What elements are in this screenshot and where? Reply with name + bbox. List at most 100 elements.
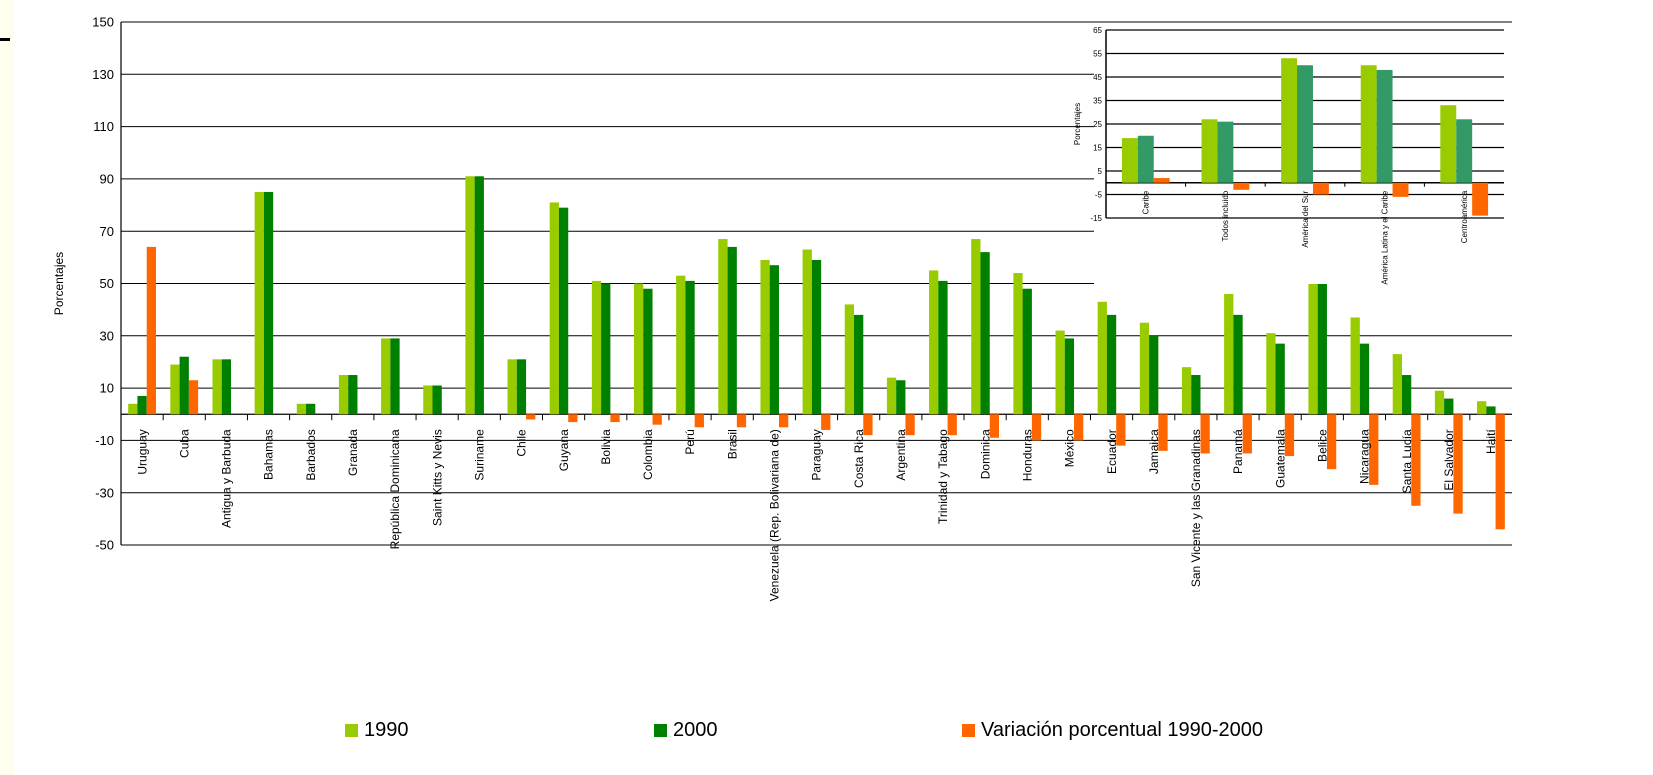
main-bar-1990-colombia: [633, 283, 644, 415]
main-category-label-paraguay: Paraguay: [810, 429, 824, 480]
main-bar-2000-san-vicente-y-las-granadinas: [1191, 375, 1201, 415]
main-bar-variacion-porcentual-1990-2000-argentina: [905, 414, 915, 436]
inset-category-label-america-del-sur: América del Sur: [1301, 190, 1310, 247]
main-bar-2000-guyana: [558, 207, 569, 415]
main-bar-2000-guatemala: [1275, 343, 1285, 415]
legend-item-1990: 1990: [345, 719, 409, 742]
inset-bar-2000-america-del-sur: [1297, 65, 1313, 183]
main-bar-2000-paraguay: [811, 259, 822, 415]
main-bar-2000-nicaragua: [1359, 343, 1370, 415]
main-bar-variacion-porcentual-1990-2000-uruguay: [146, 246, 156, 415]
main-bar-variacion-porcentual-1990-2000-colombia: [652, 414, 662, 425]
main-bar-variacion-porcentual-1990-2000-haiti: [1495, 414, 1505, 530]
legend-swatch-variacion: [962, 724, 975, 737]
main-category-label-santa-lucia: Santa Lucía: [1400, 429, 1414, 493]
inset-category-label-america-latina-y-el-caribe: América Latina y el Caribe: [1380, 190, 1389, 284]
main-bar-1990-el-salvador: [1434, 390, 1445, 415]
main-category-label-venezuela-rep-bolivariana-de: Venezuela (Rep. Bolivariana de): [768, 429, 782, 601]
inset-category-label-todos-incluido: Todos incluido: [1221, 190, 1230, 241]
inset-y-axis-label: Porcentajes: [1073, 103, 1082, 145]
main-category-label-antigua-y-barbuda: Antigua y Barbuda: [220, 429, 234, 528]
main-bar-1990-san-vicente-y-las-granadinas: [1181, 367, 1192, 415]
main-bar-2000-bahamas: [263, 191, 274, 415]
main-bar-1990-belice: [1308, 218, 1318, 415]
main-category-label-ecuador: Ecuador: [1105, 429, 1119, 474]
inset-bar-1990-centroamerica: [1440, 105, 1457, 183]
main-y-tick-label: 150: [92, 15, 114, 30]
main-bar-2000-peru: [685, 280, 695, 415]
main-bar-variacion-porcentual-1990-2000-panama: [1242, 414, 1252, 454]
main-bar-2000-brasil: [727, 246, 737, 415]
legend-swatch-2000: [654, 724, 667, 737]
inset-bar-variacion-porcentual-1990-2000-america-del-sur: [1312, 182, 1329, 195]
main-bar-variacion-porcentual-1990-2000-bolivia: [610, 414, 620, 423]
main-category-label-haiti: Haití: [1484, 429, 1498, 454]
main-y-tick-label: -30: [95, 485, 114, 500]
main-category-label-argentina: Argentina: [894, 429, 908, 481]
main-bar-1990-trinidad-y-tabago: [929, 270, 939, 415]
main-bar-variacion-porcentual-1990-2000-el-salvador: [1453, 414, 1463, 514]
inset-y-tick-label: 5: [1098, 167, 1103, 176]
main-category-label-mexico: México: [1063, 429, 1077, 467]
legend-swatch-1990: [345, 724, 358, 737]
inset-bar-1990-america-latina-y-el-caribe: [1360, 65, 1377, 183]
main-bar-1990-venezuela-rep-bolivariana-de: [760, 259, 770, 415]
main-bar-2000-uruguay: [137, 395, 147, 415]
main-bar-1990-guatemala: [1266, 333, 1276, 415]
main-bar-variacion-porcentual-1990-2000-ecuador: [1116, 414, 1126, 446]
main-bar-2000-argentina: [896, 380, 906, 415]
main-category-label-jamaica: Jamaica: [1147, 429, 1161, 474]
main-bar-variacion-porcentual-1990-2000-belice: [1326, 414, 1337, 470]
main-category-label-barbados: Barbados: [304, 429, 318, 480]
main-bar-1990-brasil: [718, 239, 728, 415]
inset-bar-2000-america-latina-y-el-caribe: [1376, 69, 1393, 183]
main-bar-1990-argentina: [886, 377, 897, 415]
main-bar-2000-ecuador: [1106, 314, 1117, 415]
main-y-tick-label: 50: [100, 276, 114, 291]
main-y-tick-label: 70: [100, 224, 114, 239]
main-bar-2000-costa-rica: [854, 314, 864, 415]
main-category-label-belice: Belice: [1316, 429, 1330, 462]
main-bar-1990-antigua-y-barbuda: [212, 359, 222, 415]
inset-bar-2000-caribe: [1137, 135, 1154, 183]
main-bar-1990-santa-lucia: [1392, 354, 1402, 415]
main-bar-1990-haiti: [1477, 401, 1487, 415]
inset-bar-variacion-porcentual-1990-2000-caribe: [1153, 178, 1170, 183]
legend-label-variacion: Variación porcentual 1990-2000: [981, 719, 1264, 741]
main-bar-1990-peru: [676, 275, 686, 415]
main-bar-variacion-porcentual-1990-2000-santa-lucia: [1411, 414, 1421, 506]
main-y-tick-label: 30: [100, 328, 114, 343]
inset-y-tick-label: 15: [1093, 143, 1102, 152]
main-bar-variacion-porcentual-1990-2000-brasil: [736, 414, 747, 428]
main-bar-1990-bolivia: [591, 280, 602, 415]
inset-bar-variacion-porcentual-1990-2000-todos-incluido: [1233, 182, 1250, 190]
main-category-label-el-salvador: El Salvador: [1442, 429, 1456, 490]
main-bar-variacion-porcentual-1990-2000-guatemala: [1284, 414, 1295, 457]
inset-bar-1990-todos-incluido: [1201, 119, 1218, 183]
legend-item-variacion: Variación porcentual 1990-2000: [962, 719, 1263, 742]
inset-bar-1990-caribe: [1121, 138, 1138, 183]
main-bar-2000-haiti: [1486, 406, 1496, 415]
main-bar-variacion-porcentual-1990-2000-guyana: [568, 414, 578, 423]
main-category-label-peru: Perú: [683, 429, 697, 454]
inset-y-tick-label: 35: [1093, 96, 1102, 105]
main-category-label-panama: Panamá: [1231, 429, 1245, 474]
main-bar-1990-saint-kitts-y-nevis: [423, 385, 433, 415]
inset-bar-2000-todos-incluido: [1217, 121, 1234, 183]
legend-label-1990: 1990: [364, 719, 409, 741]
main-bar-2000-colombia: [643, 288, 653, 415]
main-bar-variacion-porcentual-1990-2000-mexico: [1074, 414, 1084, 441]
main-category-label-suriname: Suriname: [472, 429, 486, 481]
inset-bar-1990-america-del-sur: [1281, 58, 1298, 183]
legend-label-2000: 2000: [673, 719, 718, 741]
main-y-axis-label: Porcentajes: [52, 252, 66, 315]
main-bar-1990-jamaica: [1139, 322, 1150, 415]
inset-y-tick-label: 45: [1093, 73, 1102, 82]
main-bar-1990-nicaragua: [1350, 317, 1360, 415]
main-bar-2000-mexico: [1064, 338, 1075, 415]
main-bar-1990-republica-dominicana: [381, 338, 391, 415]
main-bar-variacion-porcentual-1990-2000-paraguay: [821, 414, 831, 430]
inset-y-tick-label: 65: [1093, 26, 1102, 35]
main-bar-2000-republica-dominicana: [390, 338, 400, 415]
main-bar-variacion-porcentual-1990-2000-chile: [526, 414, 536, 420]
